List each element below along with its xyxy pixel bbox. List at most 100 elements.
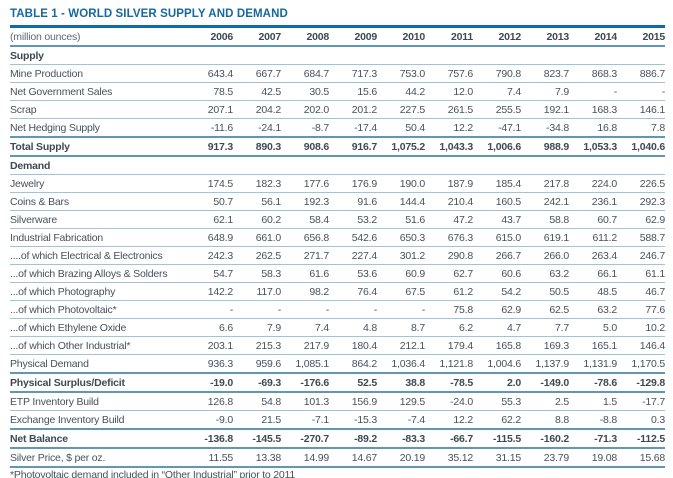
- value-cell: -: [377, 300, 425, 319]
- row-label: ...of which Brazing Alloys & Solders: [10, 264, 185, 283]
- value-cell: 78.5: [185, 82, 233, 101]
- year-header: 2012: [473, 28, 521, 47]
- value-cell: 4.8: [329, 318, 377, 337]
- value-cell: 2.5: [521, 392, 569, 411]
- value-cell: 165.8: [473, 336, 521, 355]
- year-header: 2008: [281, 28, 329, 47]
- value-cell: 263.4: [569, 246, 617, 265]
- total-row: Physical Surplus/Deficit -19.0 -69.3 -176.6…: [10, 372, 665, 393]
- value-cell: 62.7: [425, 264, 473, 283]
- row-label: Demand: [10, 156, 665, 175]
- value-cell: 66.1: [569, 264, 617, 283]
- value-cell: -17.4: [329, 118, 377, 138]
- value-cell: 916.7: [329, 136, 377, 157]
- value-cell: -19.0: [185, 372, 233, 393]
- value-cell: 1,121.8: [425, 354, 473, 374]
- row-label: Industrial Fabrication: [10, 228, 185, 247]
- value-cell: -145.5: [233, 428, 281, 449]
- table-row: Net Government Sales 78.5 42.5 30.5 15.6 44.2…: [10, 82, 665, 101]
- value-cell: 61.6: [281, 264, 329, 283]
- value-cell: 6.2: [425, 318, 473, 337]
- value-cell: 15.68: [617, 448, 665, 468]
- value-cell: 50.4: [377, 118, 425, 138]
- value-cell: 98.2: [281, 282, 329, 301]
- value-cell: 144.4: [377, 192, 425, 211]
- row-label: Exchange Inventory Build: [10, 410, 185, 430]
- value-cell: -71.3: [569, 428, 617, 449]
- value-cell: 643.4: [185, 64, 233, 83]
- row-label: Jewelry: [10, 174, 185, 193]
- value-cell: 19.08: [569, 448, 617, 468]
- value-cell: 1,004.6: [473, 354, 521, 374]
- value-cell: 156.9: [329, 392, 377, 411]
- value-cell: 13.38: [233, 448, 281, 468]
- value-cell: 1.5: [569, 392, 617, 411]
- value-cell: 14.67: [329, 448, 377, 468]
- row-label: ETP Inventory Build: [10, 392, 185, 411]
- value-cell: 1,040.6: [617, 136, 665, 157]
- row-label: Total Supply: [10, 136, 185, 157]
- value-cell: -69.3: [233, 372, 281, 393]
- value-cell: -160.2: [521, 428, 569, 449]
- value-cell: 262.5: [233, 246, 281, 265]
- value-cell: 224.0: [569, 174, 617, 193]
- value-cell: 757.6: [425, 64, 473, 83]
- value-cell: -149.0: [521, 372, 569, 393]
- value-cell: 7.9: [233, 318, 281, 337]
- value-cell: 76.4: [329, 282, 377, 301]
- table-row: ...of which Photography 142.2 117.0 98.2 76.…: [10, 282, 665, 301]
- value-cell: 2.0: [473, 372, 521, 393]
- value-cell: -78.6: [569, 372, 617, 393]
- value-cell: 20.19: [377, 448, 425, 468]
- value-cell: -24.1: [233, 118, 281, 138]
- table-row: ...of which Ethylene Oxide 6.6 7.9 7.4 4.8 8.…: [10, 318, 665, 337]
- value-cell: 101.3: [281, 392, 329, 411]
- table-row: Scrap 207.1 204.2 202.0 201.2 227.5 261.5 255.5…: [10, 100, 665, 119]
- value-cell: 51.6: [377, 210, 425, 229]
- value-cell: 75.8: [425, 300, 473, 319]
- value-cell: 50.7: [185, 192, 233, 211]
- value-cell: 1,053.3: [569, 136, 617, 157]
- value-cell: 21.5: [233, 410, 281, 430]
- row-label: Mine Production: [10, 64, 185, 83]
- value-cell: 684.7: [281, 64, 329, 83]
- section-row: Demand: [10, 156, 665, 175]
- value-cell: 242.3: [185, 246, 233, 265]
- value-cell: 53.6: [329, 264, 377, 283]
- value-cell: 1,131.9: [569, 354, 617, 374]
- value-cell: 165.1: [569, 336, 617, 355]
- row-label: Net Balance: [10, 428, 185, 449]
- row-label: ...of which Other Industrial*: [10, 336, 185, 355]
- value-cell: 210.4: [425, 192, 473, 211]
- value-cell: 62.1: [185, 210, 233, 229]
- value-cell: 7.4: [473, 82, 521, 101]
- value-cell: -136.8: [185, 428, 233, 449]
- value-cell: 1,006.6: [473, 136, 521, 157]
- value-cell: 129.5: [377, 392, 425, 411]
- value-cell: 169.3: [521, 336, 569, 355]
- row-label: Physical Surplus/Deficit: [10, 372, 185, 393]
- value-cell: 1,170.5: [617, 354, 665, 374]
- value-cell: 30.5: [281, 82, 329, 101]
- value-cell: 542.6: [329, 228, 377, 247]
- value-cell: 6.6: [185, 318, 233, 337]
- year-header: 2006: [185, 28, 233, 47]
- row-label: Supply: [10, 46, 665, 65]
- value-cell: 23.79: [521, 448, 569, 468]
- value-cell: 667.7: [233, 64, 281, 83]
- value-cell: 255.5: [473, 100, 521, 119]
- value-cell: 619.1: [521, 228, 569, 247]
- value-cell: -7.4: [377, 410, 425, 430]
- value-cell: 292.3: [617, 192, 665, 211]
- value-cell: 908.6: [281, 136, 329, 157]
- value-cell: 38.8: [377, 372, 425, 393]
- value-cell: 1,075.2: [377, 136, 425, 157]
- value-cell: 886.7: [617, 64, 665, 83]
- value-cell: 215.3: [233, 336, 281, 355]
- value-cell: 177.6: [281, 174, 329, 193]
- value-cell: 0.3: [617, 410, 665, 430]
- value-cell: 201.2: [329, 100, 377, 119]
- value-cell: 58.8: [521, 210, 569, 229]
- value-cell: 227.5: [377, 100, 425, 119]
